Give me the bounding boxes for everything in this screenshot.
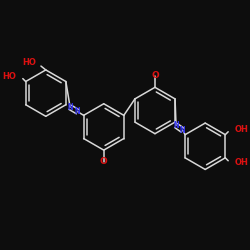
Text: OH: OH [235, 158, 249, 167]
Text: N: N [75, 107, 80, 116]
Text: N: N [68, 103, 73, 112]
Text: OH: OH [235, 125, 249, 134]
Text: O: O [151, 71, 159, 80]
Text: N: N [180, 126, 185, 135]
Text: N: N [173, 121, 179, 130]
Text: O: O [100, 157, 108, 166]
Text: HO: HO [22, 58, 36, 67]
Text: HO: HO [2, 72, 16, 81]
